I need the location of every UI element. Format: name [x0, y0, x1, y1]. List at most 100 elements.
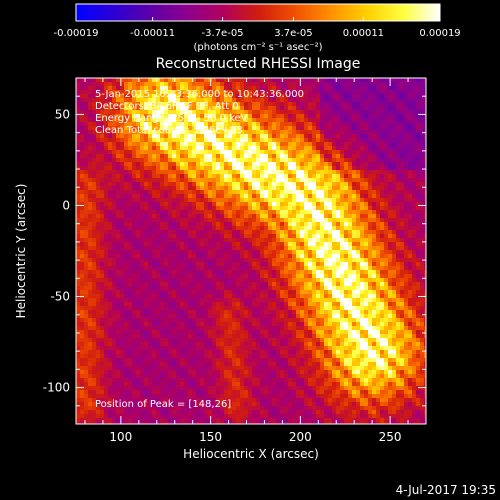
heatmap-cell — [116, 270, 120, 274]
heatmap-cell — [400, 170, 404, 174]
heatmap-cell — [108, 150, 112, 154]
heatmap-cell — [144, 270, 148, 274]
heatmap-cell — [160, 86, 164, 90]
heatmap-cell — [352, 186, 356, 190]
heatmap-cell — [424, 130, 426, 134]
heatmap-cell — [248, 258, 252, 262]
heatmap-cell — [356, 162, 360, 166]
heatmap-cell — [276, 246, 280, 250]
heatmap-cell — [268, 214, 272, 218]
heatmap-cell — [228, 294, 232, 298]
heatmap-cell — [344, 118, 348, 122]
heatmap-cell — [172, 162, 176, 166]
heatmap-cell — [396, 274, 400, 278]
heatmap-cell — [364, 90, 368, 94]
heatmap-cell — [88, 198, 92, 202]
heatmap-cell — [268, 174, 272, 178]
heatmap-cell — [268, 202, 272, 206]
heatmap-cell — [160, 126, 164, 130]
heatmap-cell — [416, 174, 420, 178]
heatmap-cell — [328, 110, 332, 114]
heatmap-cell — [376, 298, 380, 302]
heatmap-cell — [184, 150, 188, 154]
heatmap-cell — [136, 290, 140, 294]
heatmap-cell — [224, 202, 228, 206]
heatmap-cell — [200, 302, 204, 306]
heatmap-cell — [288, 294, 292, 298]
heatmap-cell — [128, 238, 132, 242]
heatmap-cell — [116, 134, 120, 138]
heatmap-cell — [124, 114, 128, 118]
heatmap-cell — [420, 210, 424, 214]
heatmap-cell — [240, 286, 244, 290]
heatmap-cell — [364, 286, 368, 290]
heatmap-cell — [172, 278, 176, 282]
heatmap-cell — [108, 194, 112, 198]
heatmap-cell — [228, 98, 232, 102]
heatmap-cell — [240, 114, 244, 118]
heatmap-cell — [140, 170, 144, 174]
heatmap-cell — [88, 226, 92, 230]
heatmap-cell — [392, 266, 396, 270]
heatmap-cell — [184, 78, 188, 82]
heatmap-cell — [424, 202, 426, 206]
heatmap-cell — [316, 202, 320, 206]
heatmap-cell — [388, 298, 392, 302]
heatmap-cell — [132, 142, 136, 146]
heatmap-cell — [176, 194, 180, 198]
heatmap-cell — [256, 126, 260, 130]
heatmap-cell — [328, 186, 332, 190]
heatmap-cell — [420, 274, 424, 278]
heatmap-cell — [352, 298, 356, 302]
heatmap-cell — [404, 102, 408, 106]
heatmap-cell — [88, 234, 92, 238]
heatmap-cell — [172, 274, 176, 278]
heatmap-cell — [252, 290, 256, 294]
heatmap-cell — [108, 90, 112, 94]
heatmap-cell — [264, 122, 268, 126]
heatmap-cell — [300, 270, 304, 274]
heatmap-cell — [372, 294, 376, 298]
heatmap-cell — [384, 214, 388, 218]
heatmap-cell — [248, 142, 252, 146]
heatmap-cell — [336, 286, 340, 290]
heatmap-cell — [304, 234, 308, 238]
heatmap-cell — [360, 190, 364, 194]
heatmap-cell — [216, 102, 220, 106]
heatmap-cell — [96, 78, 100, 82]
heatmap-cell — [264, 114, 268, 118]
heatmap-cell — [376, 142, 380, 146]
heatmap-cell — [340, 114, 344, 118]
heatmap-cell — [132, 290, 136, 294]
heatmap-cell — [380, 210, 384, 214]
heatmap-cell — [412, 222, 416, 226]
heatmap-cell — [384, 298, 388, 302]
heatmap-cell — [332, 234, 336, 238]
heatmap-cell — [192, 242, 196, 246]
heatmap-cell — [400, 282, 404, 286]
heatmap-cell — [128, 190, 132, 194]
heatmap-cell — [268, 266, 272, 270]
heatmap-cell — [196, 86, 200, 90]
heatmap-cell — [400, 118, 404, 122]
heatmap-cell — [180, 226, 184, 230]
heatmap-cell — [88, 230, 92, 234]
heatmap-cell — [196, 186, 200, 190]
heatmap-cell — [152, 302, 156, 306]
heatmap-cell — [412, 298, 416, 302]
heatmap-cell — [300, 290, 304, 294]
heatmap-cell — [340, 294, 344, 298]
heatmap-cell — [200, 278, 204, 282]
heatmap-cell — [80, 226, 84, 230]
heatmap-cell — [332, 178, 336, 182]
heatmap-cell — [204, 138, 208, 142]
heatmap-cell — [140, 114, 144, 118]
heatmap-cell — [396, 134, 400, 138]
heatmap-cell — [116, 166, 120, 170]
heatmap-cell — [112, 98, 116, 102]
heatmap-cell — [208, 102, 212, 106]
heatmap-cell — [336, 78, 340, 82]
heatmap-cell — [396, 98, 400, 102]
heatmap-cell — [380, 130, 384, 134]
heatmap-cell — [116, 82, 120, 86]
